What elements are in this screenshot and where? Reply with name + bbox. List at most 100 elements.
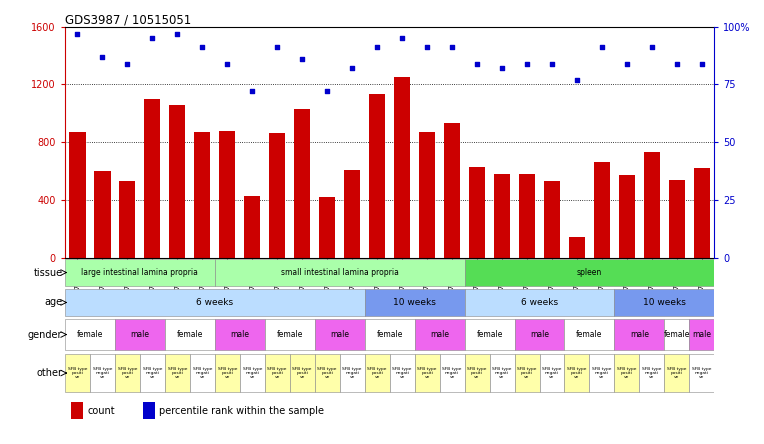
Text: 6 weeks: 6 weeks — [521, 298, 558, 307]
Text: SFB type
positi
ve: SFB type positi ve — [118, 367, 137, 379]
Text: SFB type
negati
ve: SFB type negati ve — [592, 367, 612, 379]
Bar — [569, 238, 585, 258]
Bar — [119, 181, 135, 258]
Text: male: male — [692, 330, 711, 339]
Text: 6 weeks: 6 weeks — [196, 298, 233, 307]
Bar — [494, 174, 510, 258]
Point — [696, 60, 708, 67]
Bar — [340, 354, 364, 392]
Text: male: male — [530, 330, 549, 339]
Bar — [165, 319, 215, 350]
Bar — [565, 319, 614, 350]
Bar — [70, 132, 86, 258]
Text: SFB type
negati
ve: SFB type negati ve — [692, 367, 711, 379]
Bar — [539, 354, 565, 392]
Text: SFB type
positi
ve: SFB type positi ve — [417, 367, 437, 379]
Bar — [614, 289, 714, 316]
Bar — [689, 319, 714, 350]
Bar — [694, 168, 710, 258]
Bar — [415, 319, 465, 350]
Bar — [169, 105, 186, 258]
Text: SFB type
negati
ve: SFB type negati ve — [193, 367, 212, 379]
Text: SFB type
positi
ve: SFB type positi ve — [367, 367, 387, 379]
Bar — [65, 319, 115, 350]
Point — [621, 60, 633, 67]
Text: male: male — [230, 330, 249, 339]
Bar — [240, 354, 265, 392]
Bar — [344, 170, 361, 258]
Point — [96, 53, 108, 60]
Point — [596, 44, 608, 51]
Text: SFB type
negati
ve: SFB type negati ve — [643, 367, 662, 379]
Text: female: female — [76, 330, 103, 339]
Bar — [265, 319, 315, 350]
Bar — [668, 180, 685, 258]
Point — [246, 88, 258, 95]
Bar — [90, 354, 115, 392]
Text: SFB type
positi
ve: SFB type positi ve — [68, 367, 87, 379]
Text: age: age — [44, 297, 63, 307]
Bar — [290, 354, 315, 392]
Point — [121, 60, 134, 67]
Text: SFB type
positi
ve: SFB type positi ve — [468, 367, 487, 379]
Bar — [665, 354, 689, 392]
Bar — [465, 259, 714, 286]
Text: female: female — [377, 330, 403, 339]
Text: GDS3987 / 10515051: GDS3987 / 10515051 — [65, 14, 191, 27]
Bar — [65, 259, 215, 286]
Text: female: female — [176, 330, 203, 339]
Text: SFB type
negati
ve: SFB type negati ve — [442, 367, 461, 379]
Text: tissue: tissue — [34, 268, 63, 278]
Bar — [115, 319, 165, 350]
Bar — [390, 354, 415, 392]
Text: spleen: spleen — [577, 268, 602, 277]
Bar — [644, 152, 660, 258]
Text: female: female — [477, 330, 503, 339]
Point — [571, 76, 583, 83]
Bar — [614, 354, 639, 392]
Point — [146, 35, 158, 42]
Text: SFB type
negati
ve: SFB type negati ve — [143, 367, 162, 379]
Bar — [244, 195, 261, 258]
Text: SFB type
negati
ve: SFB type negati ve — [542, 367, 562, 379]
Bar — [140, 354, 165, 392]
Text: small intestinal lamina propria: small intestinal lamina propria — [280, 268, 399, 277]
Point — [646, 44, 658, 51]
Bar — [94, 171, 111, 258]
Text: SFB type
positi
ve: SFB type positi ve — [167, 367, 187, 379]
Bar — [665, 319, 689, 350]
Bar — [215, 354, 240, 392]
Bar — [465, 319, 514, 350]
Text: female: female — [664, 330, 690, 339]
Bar — [465, 289, 614, 316]
Bar — [319, 197, 335, 258]
Bar — [115, 354, 140, 392]
Text: SFB type
negati
ve: SFB type negati ve — [242, 367, 262, 379]
Bar — [565, 354, 590, 392]
Point — [171, 30, 183, 37]
Bar — [294, 109, 310, 258]
Text: SFB type
positi
ve: SFB type positi ve — [218, 367, 237, 379]
Bar — [65, 289, 364, 316]
Point — [296, 56, 309, 63]
Bar — [219, 131, 235, 258]
Point — [446, 44, 458, 51]
Text: 10 weeks: 10 weeks — [643, 298, 686, 307]
Bar — [619, 175, 635, 258]
Text: SFB type
positi
ve: SFB type positi ve — [267, 367, 287, 379]
Bar — [364, 289, 465, 316]
Point — [671, 60, 683, 67]
Text: count: count — [88, 405, 115, 416]
Bar — [590, 354, 614, 392]
Bar — [415, 354, 439, 392]
Text: male: male — [430, 330, 449, 339]
Text: female: female — [576, 330, 603, 339]
Bar — [444, 123, 460, 258]
Text: SFB type
positi
ve: SFB type positi ve — [517, 367, 537, 379]
Bar — [689, 354, 714, 392]
Bar — [639, 354, 665, 392]
Point — [421, 44, 433, 51]
Point — [496, 65, 508, 72]
Text: SFB type
positi
ve: SFB type positi ve — [567, 367, 587, 379]
Bar — [364, 319, 415, 350]
